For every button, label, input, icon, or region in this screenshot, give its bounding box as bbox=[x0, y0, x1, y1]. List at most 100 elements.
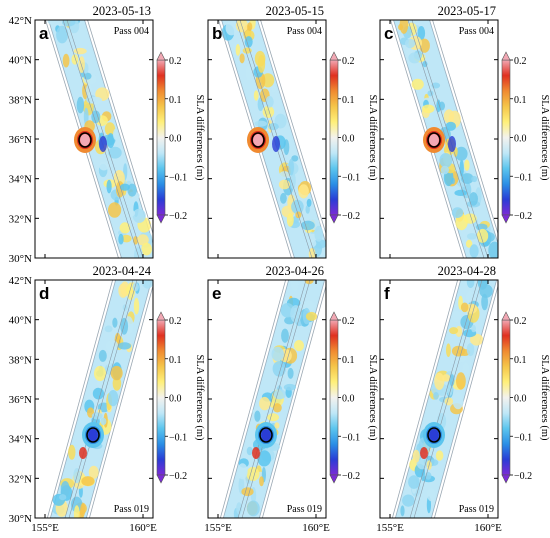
sla-anomaly-patch bbox=[253, 90, 259, 101]
sla-anomaly-patch bbox=[278, 179, 291, 190]
colorbar-tick-label: −0.2 bbox=[514, 471, 532, 482]
latitude-tick-label: 30°N bbox=[9, 253, 32, 265]
latitude-tick-label: 34°N bbox=[9, 174, 32, 186]
sla-anomaly-patch bbox=[294, 340, 304, 352]
pass-label: Pass 019 bbox=[114, 504, 149, 515]
sla-anomaly-patch bbox=[408, 52, 421, 64]
sla-anomaly-patch bbox=[287, 367, 294, 379]
colorbar-max-arrow bbox=[156, 311, 166, 321]
nadir-line bbox=[68, 280, 138, 518]
sla-anomaly-patch bbox=[291, 155, 299, 162]
colorbar-min-arrow bbox=[329, 214, 339, 224]
sla-anomaly-patch bbox=[404, 38, 416, 49]
sla-anomaly-patch bbox=[469, 244, 479, 258]
sla-anomaly-patch bbox=[445, 121, 456, 131]
pass-label: Pass 019 bbox=[287, 504, 322, 515]
swath-field bbox=[219, 280, 326, 518]
sla-anomaly-patch bbox=[141, 242, 152, 256]
sla-anomaly-patch bbox=[71, 54, 79, 65]
swath-field bbox=[46, 280, 153, 518]
latitude-tick-label: 36°N bbox=[9, 394, 32, 406]
colorbar-min-arrow bbox=[156, 214, 166, 224]
panel-date: 2023-04-28 bbox=[438, 264, 496, 278]
panel-letter: a bbox=[39, 24, 49, 43]
nadir-line bbox=[409, 280, 479, 518]
sla-anomaly-patch bbox=[272, 361, 286, 377]
latitude-tick-label: 40°N bbox=[9, 315, 32, 327]
sla-anomaly-patch bbox=[460, 302, 469, 313]
map-panel-e: 155°E 160°E 2023-04-26 e Pass 019 0.2 0.1 0.0 −0… bbox=[204, 264, 378, 534]
sla-anomaly-patch bbox=[298, 184, 309, 199]
sla-anomaly-patch bbox=[471, 324, 476, 333]
colorbar-max-arrow bbox=[501, 51, 511, 61]
colorbar-tick-label: 0.2 bbox=[514, 56, 527, 67]
sla-anomaly-patch bbox=[466, 291, 474, 303]
sla-anomaly-patch bbox=[123, 209, 136, 217]
map-panel-c: 2023-05-17 c Pass 004 0.2 0.1 0.0 −0.1 −0.2 SLA … bbox=[379, 4, 550, 259]
pass-label: Pass 019 bbox=[459, 504, 494, 515]
sla-anomaly-patch bbox=[280, 192, 287, 204]
latitude-tick-label: 32°N bbox=[9, 213, 32, 225]
panel-letter: c bbox=[384, 24, 393, 43]
colorbar-label: SLA differences (m) bbox=[194, 94, 205, 181]
pass-label: Pass 004 bbox=[287, 26, 322, 37]
colorbar-tick-label: 0.0 bbox=[514, 394, 527, 405]
sla-anomaly-patch bbox=[411, 78, 424, 90]
swath-boundary bbox=[390, 20, 498, 258]
sla-anomaly-patch bbox=[461, 173, 474, 184]
panel-letter: f bbox=[384, 284, 390, 303]
colorbar: 0.2 0.1 0.0 −0.1 −0.2 SLA differences (m) bbox=[156, 51, 205, 224]
colorbar-tick-label: −0.1 bbox=[514, 172, 532, 183]
sla-anomaly-patch bbox=[56, 25, 69, 44]
sla-anomaly-patch bbox=[241, 487, 254, 497]
colorbar-tick-label: −0.2 bbox=[342, 211, 360, 222]
colorbar-min-arrow bbox=[329, 474, 339, 484]
sla-anomaly-patch bbox=[107, 390, 119, 407]
colorbar-min-arrow bbox=[156, 474, 166, 484]
sla-anomaly-patch bbox=[449, 374, 455, 387]
swath-boundary bbox=[391, 280, 498, 518]
eddy-contour bbox=[86, 427, 100, 443]
sla-anomaly-patch bbox=[271, 85, 277, 93]
cold-eddy bbox=[252, 422, 277, 459]
sla-anomaly-patch bbox=[118, 233, 124, 245]
colorbar-tick-label: −0.1 bbox=[514, 432, 532, 443]
swath-boundary bbox=[45, 20, 153, 258]
sla-anomaly-patch bbox=[112, 317, 118, 328]
sla-anomaly-patch bbox=[137, 234, 149, 246]
colorbar-tick-label: 0.0 bbox=[169, 394, 182, 405]
sla-anomaly-patch bbox=[246, 446, 253, 456]
panel-date: 2023-04-26 bbox=[266, 264, 324, 278]
colorbar-tick-label: 0.1 bbox=[342, 95, 355, 106]
colorbar-max-arrow bbox=[329, 51, 339, 61]
sla-anomaly-patch bbox=[247, 22, 253, 32]
sla-anomaly-patch bbox=[274, 422, 280, 429]
longitude-tick-label: 160°E bbox=[474, 522, 502, 534]
colorbar-tick-label: −0.1 bbox=[342, 172, 360, 183]
colorbar-tick-label: −0.1 bbox=[342, 432, 360, 443]
eddy-contour bbox=[78, 132, 92, 148]
sla-anomaly-patch bbox=[91, 110, 101, 124]
sla-anomaly-patch bbox=[449, 327, 459, 335]
sla-anomaly-patch bbox=[60, 481, 70, 498]
sla-anomaly-patch bbox=[444, 397, 454, 406]
sla-anomaly-patch bbox=[399, 20, 409, 34]
colorbar-max-arrow bbox=[156, 51, 166, 61]
colorbar-tick-label: 0.0 bbox=[169, 134, 182, 145]
sla-anomaly-patch bbox=[451, 345, 466, 357]
sla-anomaly-patch bbox=[259, 476, 264, 487]
sla-anomaly-patch bbox=[402, 494, 415, 507]
colorbar: 0.2 0.1 0.0 −0.1 −0.2 SLA differences (m) bbox=[501, 311, 550, 484]
eddy-contour bbox=[427, 132, 441, 148]
colorbar-max-arrow bbox=[501, 311, 511, 321]
colorbar-tick-label: 0.1 bbox=[169, 355, 182, 366]
sla-anomaly-patch bbox=[85, 83, 92, 99]
colorbar-tick-label: 0.2 bbox=[342, 316, 355, 327]
sla-anomaly-patch bbox=[73, 505, 80, 518]
map-panel-d: 30°N 32°N 34°N 36°N 38°N 40°N 42°N 155°E 160°E 20… bbox=[9, 264, 205, 534]
warm-eddy bbox=[247, 127, 280, 153]
warm-eddy bbox=[74, 127, 107, 153]
colorbar-tick-label: 0.2 bbox=[169, 56, 182, 67]
colorbar-tick-label: 0.0 bbox=[514, 134, 527, 145]
